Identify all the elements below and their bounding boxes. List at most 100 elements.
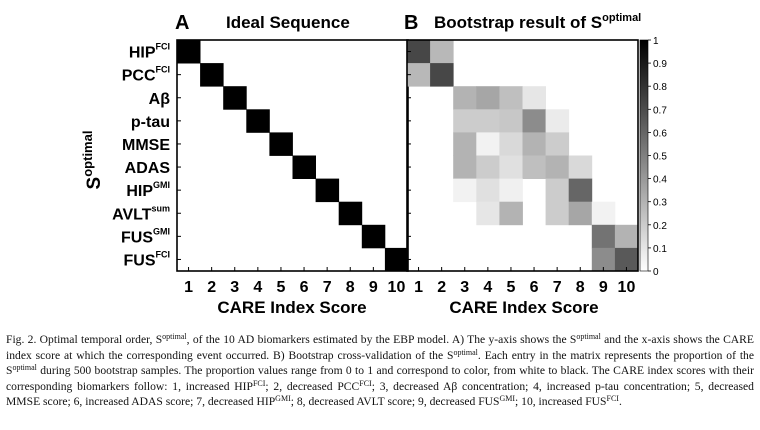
heatmap-a-cell-r6-c6: [292, 155, 316, 179]
colorbar-tick-label: 1: [653, 36, 659, 47]
heatmap-b-cell-r7-c7: [545, 178, 570, 203]
heatmap-b-cell-r6-c7: [545, 155, 570, 179]
row-label: PCCFCI: [122, 65, 170, 85]
heatmap-b-cell-r3-c3: [453, 86, 477, 110]
heatmap-a-cell-r3-c3: [223, 86, 247, 110]
heatmap-a: 1 2 3 4 5 6 7 8 9 10: [176, 39, 409, 296]
heatmap-b-cell-r5-c3: [453, 132, 477, 156]
heatmap-b-cell-r5-c6: [522, 132, 546, 156]
colorbar-gradient: [639, 39, 649, 272]
heatmap-b-cell-r7-c5: [499, 178, 523, 203]
heatmap-b-cell-r8-c4: [476, 201, 500, 226]
heatmap-b-cell-r4-c7: [545, 109, 570, 133]
figure: A Ideal Sequence B Bootstrap result of S…: [80, 12, 667, 317]
heatmap-a-cell-r4-c4: [246, 109, 270, 133]
colorbar-tick-label: 0.4: [653, 175, 667, 186]
heatmap-b-cell-r5-c4: [476, 132, 500, 156]
heatmap-b-cell-r8-c5: [499, 201, 523, 226]
heatmap-a-cell-r9-c9: [361, 224, 386, 249]
heatmap-b-xtick-label: 8: [576, 279, 585, 296]
heatmap-b-cell-r3-c4: [476, 86, 500, 110]
heatmap-a-xtick-label: 4: [253, 279, 262, 296]
heatmap-b-xtick-label: 3: [460, 279, 469, 296]
heatmap-b-xtick-label: 1: [414, 279, 423, 296]
colorbar-tick-label: 0.1: [653, 244, 667, 255]
colorbar-tick-label: 0.5: [653, 152, 667, 163]
colorbar-tick-label: 0.8: [653, 82, 667, 93]
heatmap-b-cell-r8-c9: [591, 201, 616, 226]
heatmap-b-cell-r4-c3: [453, 109, 477, 133]
heatmap-b-cell-r4-c6: [522, 109, 546, 133]
heatmap-b-xtick-label: 5: [506, 279, 515, 296]
heatmap-b-xtick-label: 7: [553, 279, 562, 296]
heatmap-a-xtick-label: 6: [300, 279, 309, 296]
heatmap-a-frame: [176, 39, 409, 272]
heatmap-b-cell-r8-c8: [568, 201, 593, 226]
figure-caption: Fig. 2. Optimal temporal order, Soptimal…: [6, 332, 754, 409]
x-axis-label-a: CARE Index Score: [217, 298, 366, 317]
heatmap-b-cell-r4-c5: [499, 109, 523, 133]
heatmap-b-cell-r2-c1: [407, 63, 431, 87]
heatmap-a-xtick-label: 7: [323, 279, 332, 296]
heatmap-b-cell-r2-c2: [430, 63, 454, 87]
panel-b-title: Bootstrap result of Soptimal: [434, 12, 641, 32]
row-labels: HIPFCI PCCFCI Aβ p-tau MMSE ADAS HIPGMI AVLTsum…: [112, 42, 170, 270]
heatmap-b-xtick-label: 9: [599, 279, 608, 296]
row-label: ADAS: [125, 160, 171, 177]
heatmap-b-cell-r4-c4: [476, 109, 500, 133]
heatmap-a-xtick-label: 5: [276, 279, 285, 296]
heatmap-b-cell-r6-c8: [568, 155, 593, 179]
panel-b-letter: B: [404, 12, 418, 34]
heatmap-b-cell-r7-c3: [453, 178, 477, 203]
heatmap-b-cell-r1-c2: [430, 40, 454, 64]
heatmap-b-cell-r5-c7: [545, 132, 570, 156]
row-label: HIPFCI: [129, 42, 170, 62]
heatmap-b-cell-r6-c4: [476, 155, 500, 179]
row-label: MMSE: [122, 137, 170, 154]
heatmap-b-cell-r3-c5: [499, 86, 523, 110]
heatmap-a-cell-r2-c2: [200, 63, 224, 87]
row-label: AVLTsum: [112, 203, 170, 223]
heatmap-a-cell-r7-c7: [315, 178, 340, 203]
heatmap-a-cell-r10-c10: [384, 247, 409, 272]
colorbar: 0 0.1 0.2 0.3 0.4 0.5 0.6 0.7 0.8 0.9 1: [639, 36, 667, 278]
heatmap-a-xtick-label: 10: [388, 279, 406, 296]
heatmap-b-xtick-label: 2: [437, 279, 446, 296]
heatmap-b-cell-r6-c5: [499, 155, 523, 179]
heatmap-b-xtick-label: 6: [530, 279, 539, 296]
heatmap-a-cell-r1-c1: [177, 40, 201, 64]
heatmap-b-cell-r9-c9: [591, 224, 616, 249]
heatmap-b-cell-r6-c6: [522, 155, 546, 179]
panel-a-title: Ideal Sequence: [226, 13, 350, 32]
heatmap-b-cell-r8-c7: [545, 201, 570, 226]
heatmap-b-cell-r1-c1: [407, 40, 431, 64]
colorbar-tick-label: 0.7: [653, 105, 667, 116]
heatmap-a-xtick-label: 9: [369, 279, 378, 296]
colorbar-tick-label: 0.2: [653, 221, 667, 232]
x-axis-label-b: CARE Index Score: [449, 298, 598, 317]
heatmap-b: 1 2 3 4 5 6 7 8 9 10: [406, 39, 639, 296]
panel-a-letter: A: [175, 12, 189, 34]
heatmap-a-xtick-label: 2: [207, 279, 216, 296]
heatmap-b-xtick-label: 10: [618, 279, 636, 296]
colorbar-tick-label: 0.6: [653, 128, 667, 139]
heatmap-b-cell-r10-c9: [591, 247, 616, 272]
row-label: p-tau: [131, 114, 170, 131]
heatmap-b-cell-r7-c8: [568, 178, 593, 203]
colorbar-tick-label: 0.9: [653, 59, 667, 70]
heatmap-a-xtick-label: 1: [184, 279, 193, 296]
heatmap-b-cell-r6-c3: [453, 155, 477, 179]
row-label: Aβ: [149, 91, 171, 108]
colorbar-tick-label: 0.3: [653, 198, 667, 209]
row-label: FUSGMI: [121, 226, 170, 246]
heatmap-b-cell-r9-c10: [614, 224, 639, 249]
heatmap-b-cell-r10-c10: [614, 247, 639, 272]
heatmap-a-xtick-label: 3: [230, 279, 239, 296]
heatmap-b-cell-r3-c6: [522, 86, 546, 110]
heatmap-a-cell-r5-c5: [269, 132, 293, 156]
row-label: FUSFCI: [124, 249, 171, 269]
heatmap-b-xtick-label: 4: [483, 279, 492, 296]
row-label: HIPGMI: [126, 180, 170, 200]
heatmap-a-cell-r8-c8: [338, 201, 363, 226]
heatmap-b-frame: [406, 39, 639, 272]
